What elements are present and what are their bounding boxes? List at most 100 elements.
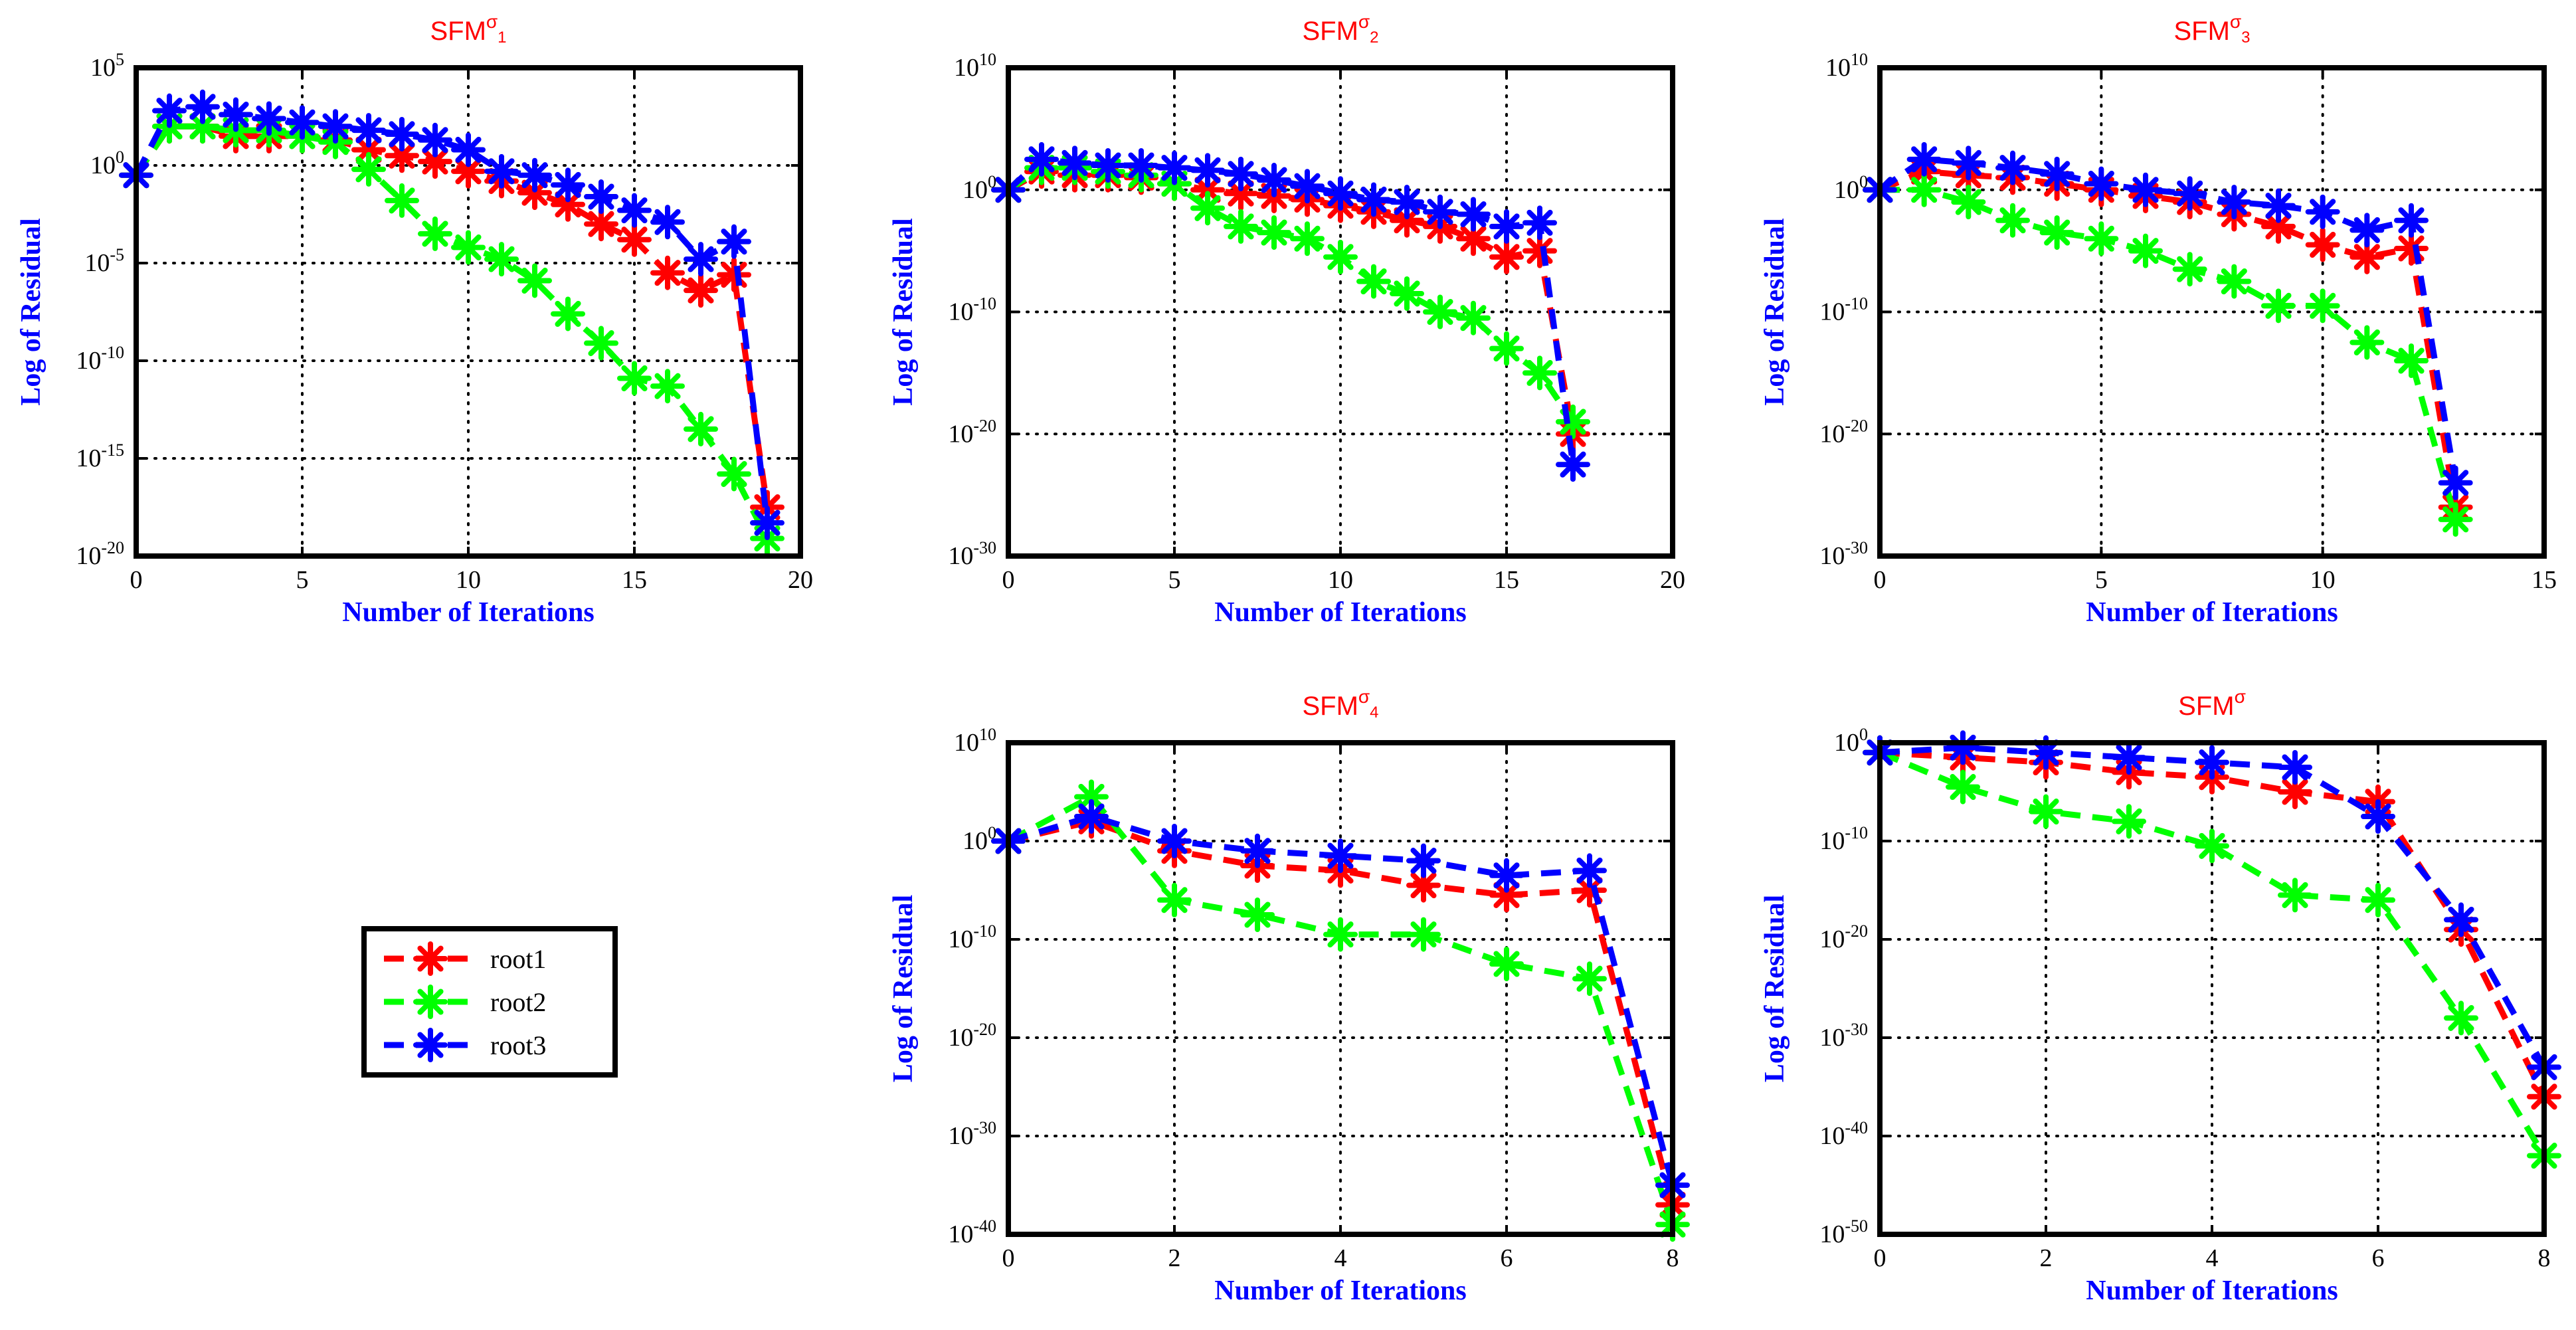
y-tick-base: 10 <box>1819 827 1845 855</box>
data-point-root3 <box>1946 730 1980 765</box>
x-tick-label: 5 <box>2095 566 2108 594</box>
y-tick-label: 1010 <box>1825 50 1868 82</box>
data-point-root3 <box>1157 824 1192 858</box>
data-point-root1 <box>650 255 685 290</box>
data-point-root3-core <box>1368 193 1380 206</box>
grid <box>135 66 802 557</box>
data-point-root3 <box>385 116 419 151</box>
data-point-root1 <box>1489 239 1524 274</box>
data-point-root3-core <box>2316 205 2329 218</box>
data-point-root3-core <box>2405 214 2417 227</box>
data-point-root3 <box>2305 194 2340 229</box>
x-tick-label: 15 <box>1494 566 1519 594</box>
chart-title-subscript: 3 <box>2241 29 2250 47</box>
data-point-root2 <box>1906 172 1942 207</box>
x-tick-label: 15 <box>2531 566 2557 594</box>
legend-label-root1: root1 <box>490 944 546 974</box>
data-point-root2-core <box>2405 355 2417 367</box>
data-point-root3 <box>1323 838 1358 874</box>
data-point-root1-core <box>662 266 674 279</box>
x-tick-label: 15 <box>622 566 647 594</box>
data-point-root3 <box>1124 148 1158 183</box>
data-point-root2-core <box>628 372 640 385</box>
data-point-root3 <box>684 242 718 277</box>
data-point-root3 <box>584 179 618 215</box>
y-tick-base: 10 <box>90 54 116 82</box>
data-point-root1-core <box>1418 879 1429 892</box>
data-point-root3 <box>1290 169 1325 204</box>
data-point-root2-core <box>1268 227 1280 239</box>
data-point-root2-core <box>1251 909 1263 921</box>
data-point-root2-core <box>1418 928 1429 941</box>
data-point-root1 <box>584 207 618 242</box>
data-point-root3 <box>185 89 220 124</box>
data-point-root2 <box>2438 502 2473 537</box>
data-point-root2-core <box>1085 791 1097 803</box>
data-point-root2-core <box>1918 183 1930 196</box>
legend: root1 root2 root3 <box>361 926 618 1078</box>
data-point-root2-core <box>2228 275 2241 288</box>
series-root3 <box>991 142 1590 482</box>
chart-title-base: SFM <box>1302 17 1358 46</box>
data-point-root3 <box>1556 447 1590 482</box>
data-point-root3-core <box>429 134 441 146</box>
data-point-root2 <box>2278 878 2312 913</box>
data-point-root2 <box>1290 221 1325 256</box>
x-tick-label: 2 <box>1168 1244 1181 1272</box>
grid <box>1879 741 2545 1236</box>
data-point-root3 <box>252 101 286 136</box>
data-point-root2 <box>1572 961 1607 997</box>
y-tick-base: 10 <box>963 176 988 204</box>
data-point-root3 <box>1951 145 1986 181</box>
data-point-root2 <box>451 230 486 265</box>
data-point-root2-core <box>1501 958 1513 970</box>
data-point-root3 <box>1240 833 1275 868</box>
data-point-root3-core <box>1334 850 1346 862</box>
y-axis-label: Log of Residual <box>888 895 919 1082</box>
data-point-root2-core <box>595 337 607 349</box>
data-point-root3-core <box>761 517 773 529</box>
chart-title: SFMσ2 <box>1302 11 1378 47</box>
data-point-root1-core <box>1501 889 1513 902</box>
data-point-root2-core <box>662 380 674 393</box>
data-point-root3-core <box>1036 153 1048 165</box>
data-point-root2 <box>1240 898 1275 932</box>
chart-title-base: SFM <box>430 17 486 46</box>
data-point-root3 <box>2438 465 2473 500</box>
data-point-root3-core <box>1301 180 1313 193</box>
data-point-root1-core <box>462 165 474 177</box>
data-point-root2-core <box>1401 287 1413 300</box>
data-point-root2 <box>584 326 618 361</box>
legend-marker-root1-core <box>424 953 436 965</box>
chart-title: SFMσ1 <box>430 11 506 47</box>
data-point-root3-core <box>230 108 242 121</box>
data-point-root2 <box>1323 239 1358 274</box>
chart-title-superscript: σ <box>2235 686 2246 707</box>
data-point-root2-core <box>2289 889 2301 902</box>
data-point-root3 <box>1091 148 1125 183</box>
data-point-root3 <box>1390 185 1424 220</box>
data-point-root1-core <box>1467 233 1479 245</box>
data-point-root3 <box>2128 172 2163 207</box>
legend-entry-root2: root2 <box>384 985 546 1019</box>
data-point-root1-core <box>2272 220 2284 233</box>
data-point-root3-core <box>1918 153 1930 165</box>
data-point-root2-core <box>1534 367 1546 379</box>
x-tick-label: 0 <box>1002 1244 1015 1272</box>
x-tick-label: 2 <box>2040 1244 2053 1272</box>
data-point-root3 <box>351 113 386 148</box>
data-point-root1-core <box>529 187 541 199</box>
data-point-root2-core <box>2449 513 2462 525</box>
y-axis-label: Log of Residual <box>1760 895 1790 1082</box>
data-point-root1-core <box>1202 183 1214 196</box>
data-point-root3-core <box>1202 164 1214 177</box>
data-point-root2 <box>1946 769 1980 805</box>
series-line-root2 <box>1879 749 2547 1157</box>
data-point-root1-core <box>595 218 607 231</box>
y-tick-exponent: -50 <box>1845 1216 1868 1236</box>
chart-sfm-sigma: 0 2 4 6 810010-1010-2010-3010-4010-50Number … <box>1760 686 2561 1306</box>
y-tick-label: 10-15 <box>76 440 124 472</box>
x-axis-label: Number of Iterations <box>2086 597 2338 628</box>
